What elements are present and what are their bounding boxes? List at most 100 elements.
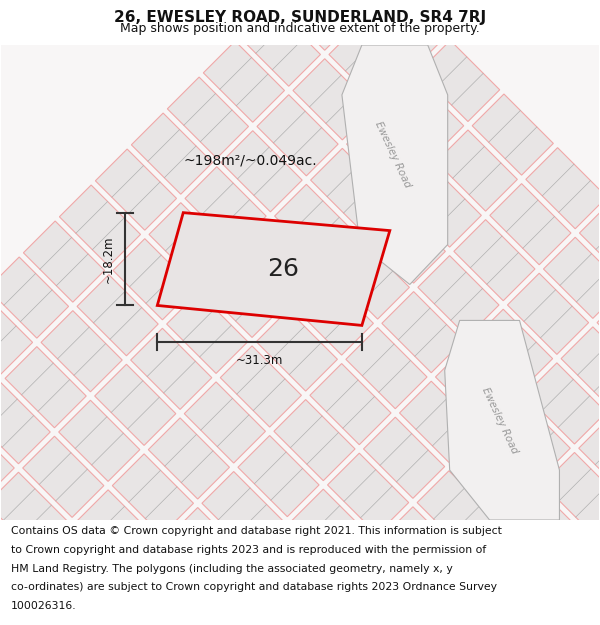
Polygon shape <box>507 489 588 569</box>
Polygon shape <box>131 113 212 194</box>
Polygon shape <box>417 471 498 552</box>
Polygon shape <box>472 309 553 391</box>
Polygon shape <box>436 130 517 211</box>
Polygon shape <box>275 0 356 50</box>
Polygon shape <box>342 45 448 284</box>
Polygon shape <box>329 22 410 104</box>
Polygon shape <box>220 561 301 625</box>
Polygon shape <box>309 579 391 625</box>
Polygon shape <box>274 399 355 481</box>
Polygon shape <box>220 346 301 427</box>
Polygon shape <box>157 213 390 326</box>
Polygon shape <box>113 239 194 320</box>
Polygon shape <box>0 382 50 464</box>
Text: Ewesley Road: Ewesley Road <box>480 386 520 455</box>
Polygon shape <box>419 41 500 121</box>
Polygon shape <box>167 77 248 158</box>
Polygon shape <box>256 525 337 606</box>
Polygon shape <box>273 615 355 625</box>
Polygon shape <box>185 167 266 248</box>
Polygon shape <box>597 291 600 372</box>
Polygon shape <box>328 238 409 319</box>
Polygon shape <box>203 256 284 338</box>
Polygon shape <box>543 452 600 534</box>
Polygon shape <box>471 524 552 606</box>
Polygon shape <box>239 5 320 86</box>
Text: co-ordinates) are subject to Crown copyright and database rights 2023 Ordnance S: co-ordinates) are subject to Crown copyr… <box>11 582 497 592</box>
Polygon shape <box>95 364 176 446</box>
Polygon shape <box>292 274 373 355</box>
Polygon shape <box>76 490 157 571</box>
Polygon shape <box>131 328 212 409</box>
Polygon shape <box>453 435 534 516</box>
Polygon shape <box>561 327 600 408</box>
Polygon shape <box>293 59 374 140</box>
Polygon shape <box>149 202 230 284</box>
Polygon shape <box>238 436 319 517</box>
Text: 100026316.: 100026316. <box>11 601 76 611</box>
Polygon shape <box>580 201 600 282</box>
Polygon shape <box>221 131 302 212</box>
Polygon shape <box>488 614 569 625</box>
Polygon shape <box>596 506 600 588</box>
Polygon shape <box>328 453 409 534</box>
Polygon shape <box>365 0 446 68</box>
Polygon shape <box>5 347 86 428</box>
Text: ~31.3m: ~31.3m <box>236 354 283 367</box>
Polygon shape <box>544 238 600 318</box>
Polygon shape <box>0 257 68 338</box>
Polygon shape <box>167 292 248 373</box>
Text: Ewesley Road: Ewesley Road <box>373 120 413 189</box>
Polygon shape <box>311 0 392 14</box>
Polygon shape <box>489 399 570 480</box>
Polygon shape <box>364 417 445 498</box>
Polygon shape <box>59 400 140 481</box>
Polygon shape <box>257 95 338 176</box>
Polygon shape <box>130 544 211 624</box>
Polygon shape <box>454 219 535 301</box>
Polygon shape <box>445 321 559 520</box>
Polygon shape <box>346 328 427 409</box>
Polygon shape <box>1 45 599 520</box>
Polygon shape <box>418 256 499 337</box>
Polygon shape <box>310 364 391 445</box>
Text: HM Land Registry. The polygons (including the associated geometry, namely x, y: HM Land Registry. The polygons (includin… <box>11 564 452 574</box>
Polygon shape <box>436 345 517 426</box>
Polygon shape <box>202 471 283 552</box>
Polygon shape <box>166 508 247 589</box>
Text: 26, EWESLEY ROAD, SUNDERLAND, SR4 7RJ: 26, EWESLEY ROAD, SUNDERLAND, SR4 7RJ <box>114 10 486 25</box>
Polygon shape <box>345 542 427 624</box>
Polygon shape <box>0 419 14 500</box>
Text: ~198m²/~0.049ac.: ~198m²/~0.049ac. <box>183 154 317 168</box>
Polygon shape <box>77 274 158 356</box>
Polygon shape <box>364 202 445 283</box>
Polygon shape <box>4 562 86 625</box>
Polygon shape <box>383 76 464 158</box>
Polygon shape <box>382 292 463 372</box>
Polygon shape <box>184 597 265 625</box>
Polygon shape <box>311 148 392 229</box>
Text: Contains OS data © Crown copyright and database right 2021. This information is : Contains OS data © Crown copyright and d… <box>11 526 502 536</box>
Polygon shape <box>508 273 589 354</box>
Polygon shape <box>472 94 553 175</box>
Polygon shape <box>400 381 481 462</box>
Polygon shape <box>524 578 600 625</box>
Text: ~18.2m: ~18.2m <box>101 235 115 282</box>
Polygon shape <box>40 526 121 607</box>
Polygon shape <box>381 507 463 588</box>
Polygon shape <box>23 436 104 518</box>
Polygon shape <box>560 542 600 623</box>
Polygon shape <box>0 508 32 589</box>
Polygon shape <box>435 561 516 625</box>
Polygon shape <box>94 579 175 625</box>
Polygon shape <box>239 220 320 301</box>
Polygon shape <box>184 382 265 463</box>
Polygon shape <box>0 472 68 553</box>
Polygon shape <box>400 166 481 247</box>
Polygon shape <box>23 221 104 302</box>
Polygon shape <box>579 416 600 498</box>
Polygon shape <box>148 418 229 499</box>
Polygon shape <box>399 596 480 625</box>
Polygon shape <box>41 311 122 392</box>
Polygon shape <box>347 112 428 194</box>
